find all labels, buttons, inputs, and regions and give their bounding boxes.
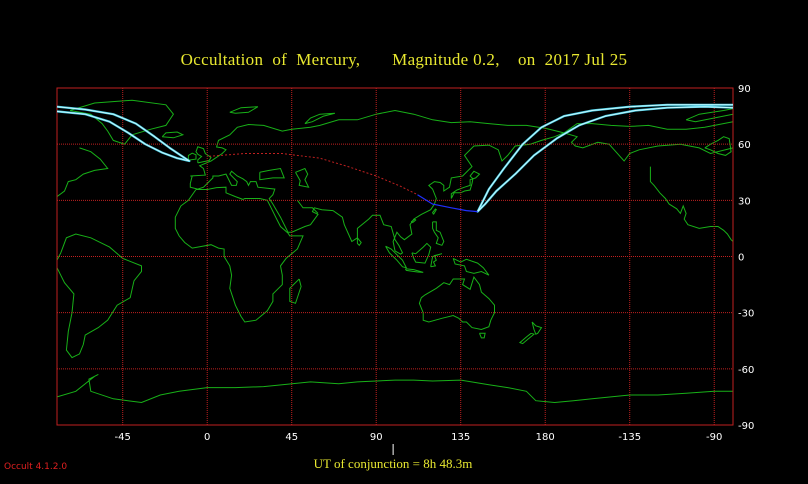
coastline-africa [174, 186, 304, 323]
axis-labels: -45 0 45 90 135 180 -135 -90 90 60 30 0 -30 -60 -90 [115, 84, 754, 455]
coastline-alaska-south [563, 132, 734, 162]
coastline-arctic-islands-asia [304, 112, 336, 125]
coastline-taiwan [432, 208, 437, 215]
longitude-tick-label: -90 [706, 432, 722, 443]
software-version: Occult 4.1.2.0 [4, 462, 68, 472]
central-track-night [209, 153, 418, 196]
coastlines [56, 99, 734, 404]
map-title: Occultation of Mercury, Magnitude 0.2, o… [180, 50, 628, 69]
coastline-new-guinea [452, 257, 490, 276]
coastline-ireland [187, 152, 197, 161]
longitude-tick-label: -45 [115, 432, 131, 443]
coastline-antarctica [56, 373, 733, 404]
coastline-sri-lanka [356, 237, 362, 247]
coastline-hainan [410, 218, 417, 223]
coastline-north-america [56, 147, 109, 208]
longitude-tick-label: 90 [370, 432, 383, 443]
coastline-japan [450, 170, 481, 199]
coastline-australia [418, 276, 495, 331]
latitude-tick-label: -60 [738, 365, 754, 376]
latitude-tick-label: -30 [738, 309, 754, 320]
coastline-alaska-canada [563, 121, 734, 134]
latitude-tick-label: 90 [738, 84, 751, 95]
central-track-day [417, 194, 478, 213]
coastline-tasmania [479, 332, 486, 339]
coastline-svalbard [229, 106, 259, 114]
coastline-borneo [411, 242, 432, 264]
coastline-iceland [161, 131, 185, 139]
coastline-new-zealand-n [531, 321, 543, 335]
coastline-sulawesi [430, 253, 443, 268]
occultation-limit-east-edge [476, 103, 734, 213]
coastline-philippines [432, 221, 445, 246]
latitude-tick-label: 30 [738, 196, 751, 207]
latitude-tick-label: 0 [738, 253, 744, 264]
occultation-paths [56, 103, 734, 213]
coastline-eurasia-north [189, 109, 566, 255]
longitude-tick-label: -135 [618, 432, 641, 443]
longitude-tick-label: 180 [536, 432, 555, 443]
longitude-tick-label: 45 [285, 432, 298, 443]
occultation-limit-west [56, 106, 190, 162]
coastline-arctic-canada [685, 107, 734, 123]
map-grid [56, 87, 734, 426]
conjunction-time-label: UT of conjunction = 8h 48.3m [313, 456, 473, 471]
longitude-tick-label: 0 [204, 432, 210, 443]
coastline-black-sea [259, 167, 285, 181]
longitude-tick-label: 135 [451, 432, 470, 443]
latitude-tick-label: -90 [738, 421, 754, 432]
coastline-new-zealand-s [518, 332, 536, 345]
coastline-greenland [69, 99, 175, 145]
occultation-limit-east [477, 104, 734, 213]
coastline-north-america-west [649, 166, 734, 242]
coastline-java [404, 268, 424, 273]
coastline-caspian [295, 167, 310, 188]
latitude-tick-label: 60 [738, 140, 751, 151]
coastline-south-america [56, 233, 142, 359]
coastline-great-britain [195, 146, 212, 164]
coastline-sumatra [385, 245, 408, 269]
coastline-arabia-gulf [296, 200, 319, 214]
